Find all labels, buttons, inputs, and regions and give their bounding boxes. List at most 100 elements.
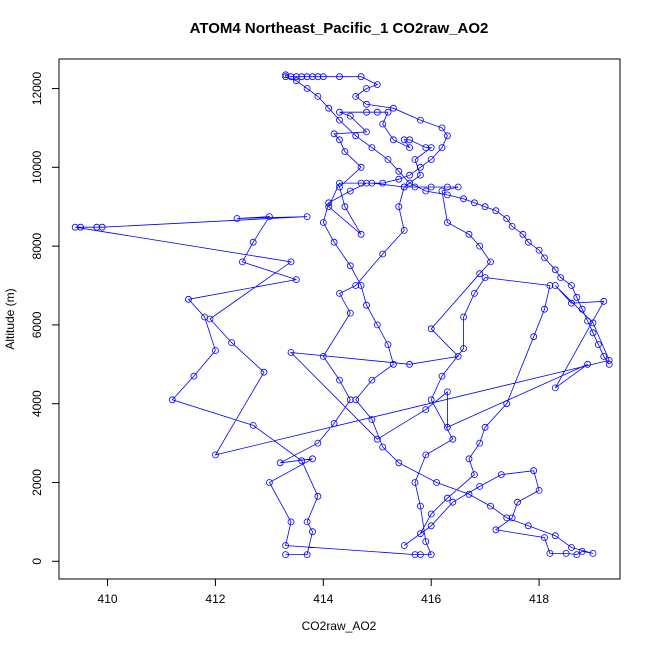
data-point — [211, 451, 219, 459]
data-point — [595, 341, 602, 349]
data-point — [427, 396, 435, 404]
data-point — [400, 542, 408, 549]
data-point — [481, 203, 489, 211]
data-point — [427, 183, 435, 191]
data-point — [77, 223, 84, 231]
data-point — [530, 333, 538, 341]
data-point — [508, 222, 516, 230]
x-tick-label: 412 — [205, 592, 225, 606]
data-point — [411, 183, 419, 191]
data-point — [443, 132, 451, 140]
data-point — [460, 313, 468, 321]
data-point — [443, 494, 451, 502]
data-point — [298, 457, 306, 465]
data-point — [314, 73, 322, 81]
data-point — [535, 486, 543, 494]
series-line — [75, 74, 610, 556]
data-point — [433, 479, 441, 486]
data-point — [465, 455, 473, 463]
data-point — [578, 305, 586, 313]
data-point — [427, 156, 435, 163]
data-point — [470, 471, 478, 479]
data-point — [600, 352, 608, 360]
data-point — [530, 467, 538, 475]
data-point — [71, 223, 79, 231]
data-point — [303, 73, 311, 81]
data-point — [303, 213, 311, 221]
data-point — [443, 423, 451, 431]
data-point — [325, 203, 333, 211]
data-point — [303, 518, 311, 526]
data-point — [336, 376, 343, 384]
data-point — [551, 532, 559, 540]
data-point — [573, 551, 581, 558]
data-point — [411, 551, 419, 558]
data-point — [557, 274, 565, 282]
data-point — [422, 144, 430, 152]
data-point — [551, 266, 559, 274]
data-point — [589, 329, 597, 337]
data-point — [265, 213, 273, 221]
data-point — [524, 238, 532, 246]
data-point — [260, 368, 268, 376]
x-tick-label: 416 — [421, 592, 441, 606]
data-point — [363, 108, 370, 116]
data-point — [600, 297, 608, 305]
data-point — [368, 376, 376, 384]
data-point — [406, 179, 414, 187]
data-point — [541, 254, 548, 262]
data-point — [363, 128, 370, 136]
data-point — [346, 187, 354, 195]
data-point — [546, 550, 554, 557]
x-tick-label: 410 — [98, 592, 118, 606]
data-point — [411, 479, 419, 486]
chart-title: ATOM4 Northeast_Pacific_1 CO2raw_AO2 — [190, 20, 489, 37]
y-axis: 0 2000 4000 6000 8000 10000 12000 — [30, 72, 59, 565]
data-point — [416, 116, 424, 124]
x-axis: 410 412 414 416 418 — [98, 579, 549, 606]
data-point — [379, 443, 387, 451]
data-point — [249, 421, 257, 429]
data-point — [551, 384, 559, 392]
data-point — [314, 439, 322, 447]
data-point — [238, 258, 246, 266]
data-point — [460, 195, 468, 203]
data-point — [400, 226, 408, 234]
data-point — [168, 396, 176, 404]
data-point — [568, 299, 575, 307]
data-point — [352, 396, 360, 404]
data-point — [282, 542, 290, 549]
x-tick-label: 414 — [313, 592, 333, 606]
data-point — [470, 289, 478, 297]
data-point — [416, 530, 424, 538]
data-point — [416, 163, 424, 171]
data-point — [292, 276, 300, 284]
y-axis-label: Altitude (m) — [3, 288, 17, 349]
data-point — [481, 274, 489, 282]
x-axis-label: CO2raw_AO2 — [302, 619, 377, 633]
data-point — [98, 223, 106, 231]
data-point — [265, 479, 273, 486]
data-point — [443, 219, 451, 226]
data-point — [562, 550, 570, 557]
data-point — [422, 538, 430, 545]
data-point — [497, 471, 505, 479]
data-point — [443, 183, 451, 191]
data-point — [476, 482, 484, 490]
data-point — [282, 551, 290, 558]
data-point — [568, 544, 575, 551]
data-point — [487, 258, 494, 266]
data-point — [395, 459, 403, 467]
data-point — [325, 199, 333, 207]
data-point — [319, 219, 327, 226]
data-point — [336, 136, 343, 144]
data-point — [389, 136, 397, 144]
data-point — [211, 347, 219, 354]
y-tick-label: 2000 — [30, 469, 44, 496]
data-point — [503, 514, 511, 522]
data-point — [93, 223, 101, 231]
data-point — [438, 144, 446, 152]
data-point — [438, 187, 446, 195]
data-point — [292, 77, 300, 85]
